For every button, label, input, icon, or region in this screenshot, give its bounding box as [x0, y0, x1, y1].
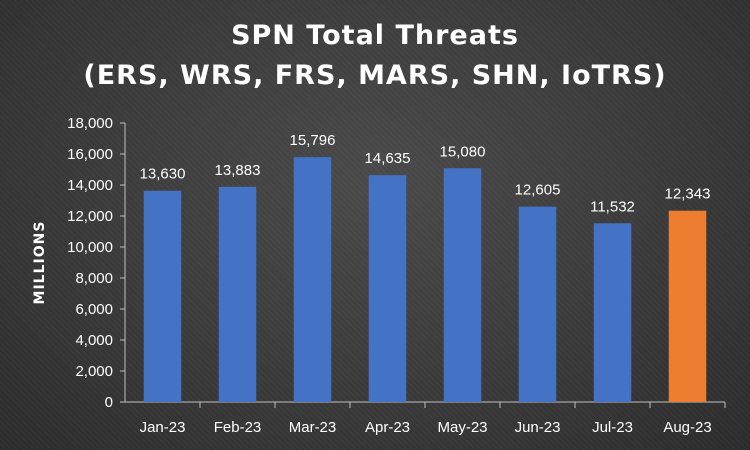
data-label: 12,343 — [665, 186, 711, 203]
y-tick-label: 18,000 — [67, 115, 113, 132]
data-label: 13,630 — [140, 166, 186, 183]
x-tick-label: Jul-23 — [592, 419, 633, 436]
y-tick-label: 4,000 — [75, 332, 113, 349]
x-tick-label: Mar-23 — [289, 419, 337, 436]
bar — [368, 175, 407, 402]
y-axis-label: MILLIONS — [32, 221, 48, 305]
y-tick-label: 14,000 — [67, 177, 113, 194]
y-tick-label: 10,000 — [67, 239, 113, 256]
data-label: 11,532 — [590, 198, 635, 215]
bar — [443, 168, 482, 402]
bar — [518, 206, 557, 402]
data-label: 15,080 — [440, 143, 486, 160]
bar — [143, 190, 182, 402]
chart-subtitle: (ERS, WRS, FRS, MARS, SHN, IoTRS) — [83, 60, 667, 91]
bar — [218, 186, 257, 402]
bar — [293, 157, 332, 402]
x-tick-label: Feb-23 — [214, 419, 262, 436]
y-tick-label: 16,000 — [67, 146, 113, 163]
y-tick-label: 2,000 — [75, 363, 113, 380]
x-tick-label: Apr-23 — [365, 419, 410, 436]
data-label: 15,796 — [290, 132, 336, 149]
y-tick-label: 6,000 — [75, 301, 113, 318]
bar — [668, 210, 707, 402]
y-tick-label: 12,000 — [67, 208, 113, 225]
data-label: 13,883 — [215, 162, 261, 179]
y-tick-label: 0 — [105, 394, 113, 411]
x-tick-label: Jan-23 — [140, 419, 186, 436]
y-tick-label: 8,000 — [75, 270, 113, 287]
data-label: 14,635 — [365, 150, 411, 167]
x-tick-label: Aug-23 — [663, 419, 711, 436]
x-tick-label: Jun-23 — [515, 419, 561, 436]
x-tick-label: May-23 — [437, 419, 487, 436]
data-label: 12,605 — [515, 182, 561, 199]
bar — [593, 223, 632, 402]
chart-title: SPN Total Threats — [231, 20, 519, 51]
